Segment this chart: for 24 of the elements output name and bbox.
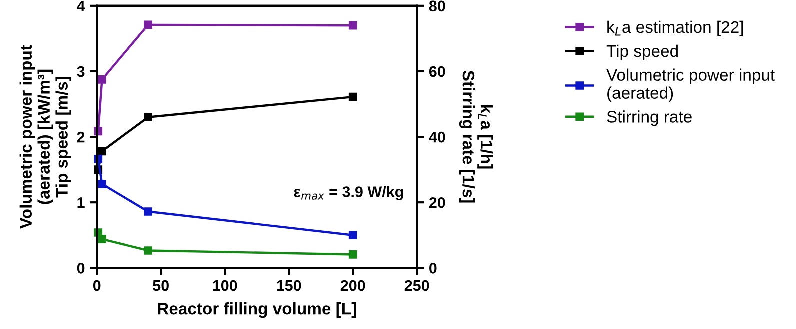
y-tick-label: 3 <box>77 66 85 78</box>
y2-axis-title: k$_{L}$a [1/h] Stirring rate [1/s] <box>459 70 494 203</box>
y-axis-title: Volumetric power input (aerated) [kW/m³] Tip speed [m/s] <box>20 45 72 229</box>
x-axis-title: Reactor filling volume [L] <box>158 302 356 318</box>
x-tick-label: 150 <box>277 280 302 292</box>
legend-label: Tip speed <box>606 44 678 60</box>
x-tick-label: 100 <box>213 280 238 292</box>
y2-tick-label: 80 <box>429 0 446 12</box>
y-tick-label: 1 <box>78 198 85 208</box>
x-tick-label: 50 <box>153 280 169 292</box>
x-tick-label: 200 <box>340 280 366 292</box>
y2-tick-label: 20 <box>429 197 446 208</box>
legend-label: Stirring rate <box>607 110 692 126</box>
y2-tick-label: 60 <box>429 66 446 78</box>
y-tick-label: 0 <box>77 263 85 274</box>
x-tick-label: 250 <box>404 280 430 292</box>
legend-label: k$_{L}$a estimation [22] <box>608 20 744 36</box>
y-tick-label: 2 <box>77 132 85 143</box>
legend-label: Volumetric power input (aerated) <box>606 68 775 102</box>
annotation: ε$_{max}$ = 3.9 W/kg <box>294 186 404 200</box>
y-tick-label: 4 <box>77 0 86 12</box>
y2-tick-label: 0 <box>430 263 437 274</box>
y2-tick-label: 40 <box>429 132 446 143</box>
x-tick-label: 0 <box>93 280 101 292</box>
